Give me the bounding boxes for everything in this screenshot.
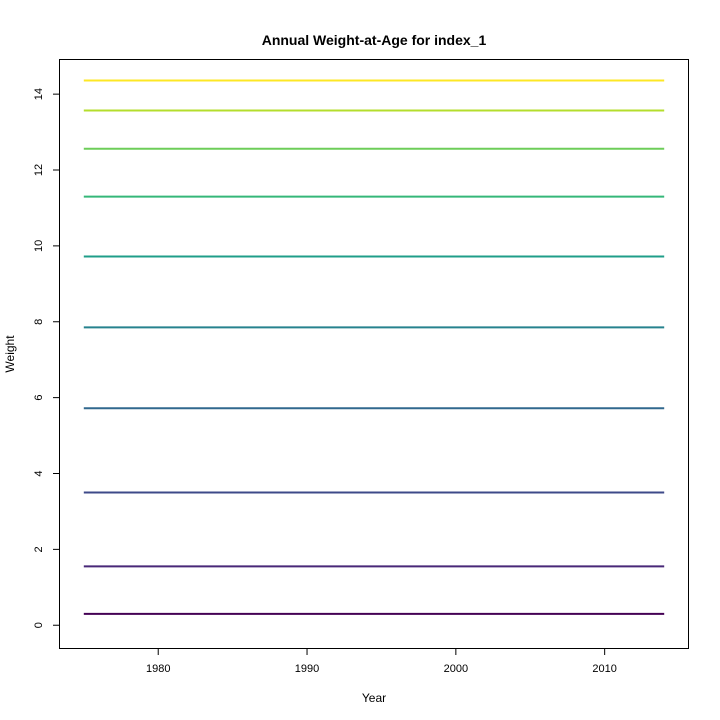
y-axis-label: Weight bbox=[3, 335, 17, 373]
y-tick-label: 4 bbox=[33, 470, 45, 476]
y-tick-label: 0 bbox=[33, 622, 45, 628]
x-tick-label: 1990 bbox=[295, 663, 319, 675]
y-axis-ticks: 0 2 4 6 8 10 12 14 bbox=[33, 88, 60, 628]
y-tick-label: 12 bbox=[33, 164, 45, 176]
y-tick-label: 2 bbox=[33, 546, 45, 552]
x-tick-label: 1980 bbox=[146, 663, 170, 675]
series-layer bbox=[83, 79, 665, 615]
y-tick-label: 6 bbox=[33, 395, 45, 401]
y-tick-label: 10 bbox=[33, 240, 45, 252]
x-tick-label: 2000 bbox=[444, 663, 468, 675]
x-axis-label: Year bbox=[362, 691, 386, 705]
x-tick-label: 2010 bbox=[592, 663, 616, 675]
y-tick-label: 8 bbox=[33, 319, 45, 325]
x-axis-ticks: 1980 1990 2000 2010 bbox=[146, 648, 617, 675]
chart-title: Annual Weight-at-Age for index_1 bbox=[262, 32, 487, 48]
y-tick-label: 14 bbox=[33, 88, 45, 100]
